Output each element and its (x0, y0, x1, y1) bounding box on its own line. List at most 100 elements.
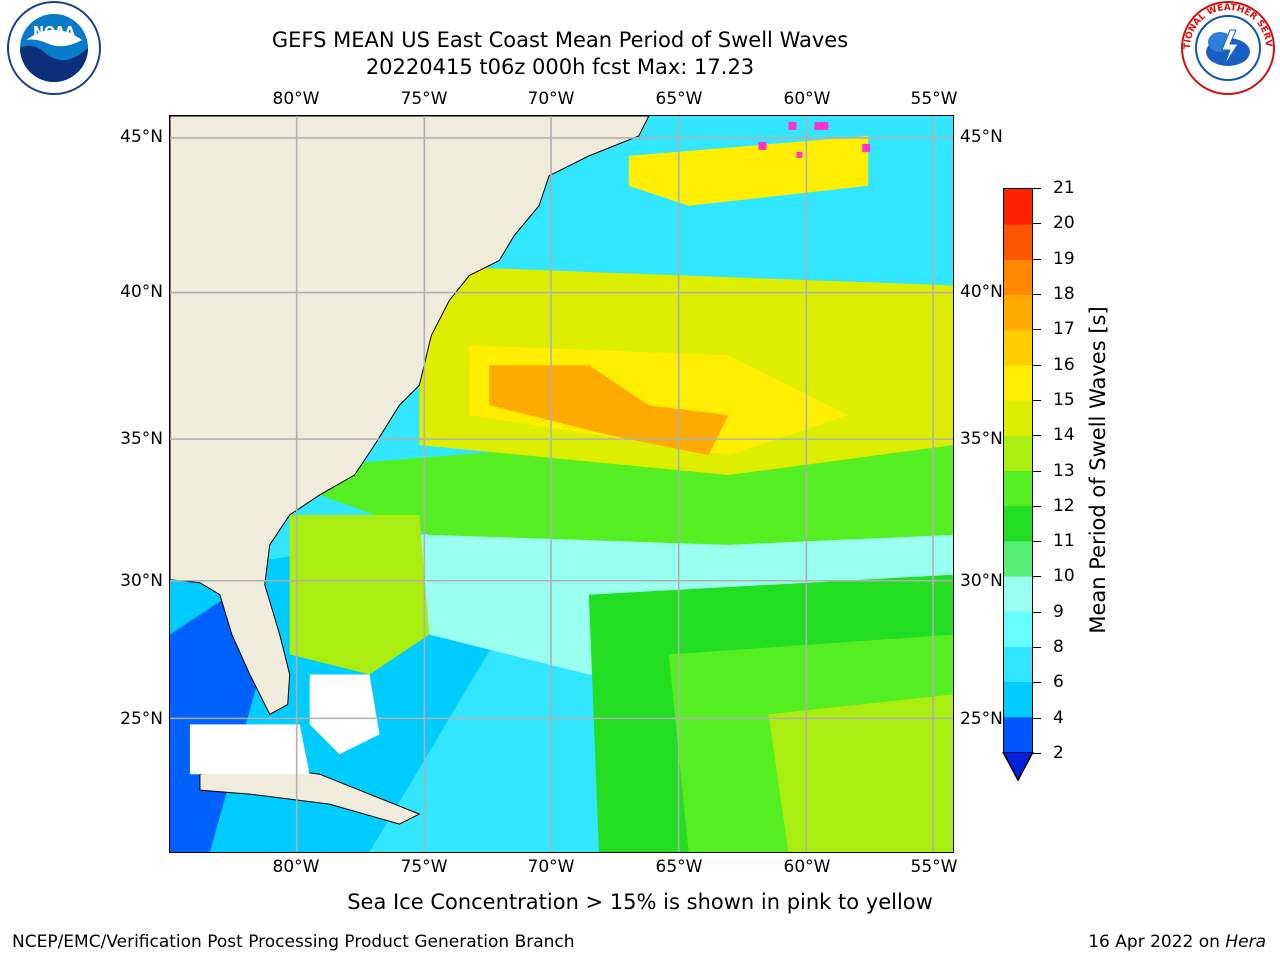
colorbar-segment (1004, 259, 1032, 296)
lon-label-bottom: 55°W (910, 857, 958, 877)
colorbar-tick-mark (1033, 258, 1041, 260)
svg-text:NOAA: NOAA (33, 25, 75, 40)
colorbar-segment (1004, 224, 1032, 260)
lat-label-left: 35°N (120, 429, 163, 449)
graticule (170, 116, 953, 852)
lon-label-top: 80°W (272, 89, 320, 109)
colorbar-segment (1004, 646, 1032, 683)
colorbar-tick-label: 12 (1053, 495, 1075, 516)
footer-date: 16 Apr 2022 on Hera (1088, 932, 1266, 952)
lat-label-left: 30°N (120, 571, 163, 591)
colorbar-tick-mark (1033, 611, 1041, 613)
colorbar-tick-label: 11 (1053, 531, 1075, 552)
colorbar-segment (1004, 505, 1032, 542)
lat-label-left: 40°N (120, 282, 163, 302)
colorbar-tick-mark (1033, 364, 1041, 366)
colorbar-underflow-arrow (1002, 752, 1034, 782)
land-north-america (170, 116, 650, 716)
lon-label-bottom: 65°W (655, 857, 703, 877)
colorbar-tick-label: 8 (1053, 637, 1064, 658)
colorbar (1003, 188, 1033, 753)
colorbar-tick-mark (1033, 647, 1041, 649)
colorbar-tick-mark (1033, 435, 1041, 437)
lon-label-top: 65°W (655, 89, 703, 109)
colorbar-tick-mark (1033, 188, 1041, 189)
lon-label-top: 60°W (783, 89, 831, 109)
colorbar-segment (1004, 400, 1032, 436)
colorbar-tick-label: 2 (1053, 743, 1064, 763)
footer-date-text: 16 Apr 2022 on (1088, 932, 1226, 952)
lon-label-top: 70°W (527, 89, 575, 109)
colorbar-tick-label: 19 (1053, 248, 1075, 269)
colorbar-tick-label: 18 (1053, 283, 1075, 304)
colorbar-segment (1004, 540, 1032, 577)
colorbar-tick-label: 14 (1053, 425, 1075, 446)
colorbar-tick-mark (1033, 717, 1041, 719)
colorbar-tick-mark (1033, 293, 1041, 295)
nws-logo: NATIONAL WEATHER SERVICE (1178, 0, 1275, 95)
colorbar-tick-label: 10 (1053, 566, 1075, 587)
lon-label-top: 75°W (400, 89, 448, 109)
lat-label-left: 45°N (120, 127, 163, 147)
map-title: GEFS MEAN US East Coast Mean Period of S… (271, 28, 849, 52)
colorbar-tick-label: 13 (1053, 460, 1075, 481)
colorbar-segment (1004, 294, 1032, 331)
colorbar-segment (1004, 364, 1032, 401)
lat-label-right: 35°N (960, 429, 1003, 449)
lon-label-bottom: 60°W (783, 857, 831, 877)
colorbar-segment (1004, 435, 1032, 471)
sea-ice-cell (796, 151, 803, 158)
sea-ice-note: Sea Ice Concentration > 15% is shown in … (347, 890, 933, 914)
lon-label-bottom: 75°W (400, 857, 448, 877)
sea-ice-cell (758, 141, 767, 150)
colorbar-segment (1004, 189, 1032, 225)
nodata-gulf (189, 724, 310, 775)
colorbar-tick-label: 20 (1053, 213, 1075, 234)
colorbar-tick-label: 6 (1053, 672, 1064, 693)
colorbar-tick-label: 16 (1053, 354, 1075, 375)
colorbar-label: Mean Period of Swell Waves [s] (1086, 306, 1110, 634)
field-region-brightyellow (628, 135, 869, 206)
sea-ice-cell (788, 121, 797, 130)
colorbar-segment (1004, 716, 1032, 752)
lat-label-right: 30°N (960, 571, 1003, 591)
colorbar-tick-mark (1033, 682, 1041, 684)
lat-label-left: 25°N (120, 709, 163, 729)
lat-label-right: 40°N (960, 282, 1003, 302)
noaa-logo: NOAA (7, 1, 101, 95)
map-subtitle: 20220415 t06z 000h fcst Max: 17.23 (365, 55, 755, 79)
swell-period-map (169, 115, 954, 853)
sea-ice-cell (814, 121, 829, 130)
field-region-cyan (549, 155, 953, 286)
field-region-orange (489, 365, 729, 456)
colorbar-tick-label: 9 (1053, 601, 1064, 622)
lon-label-bottom: 80°W (272, 857, 320, 877)
colorbar-tick-label: 17 (1053, 319, 1075, 340)
colorbar-tick-mark (1033, 399, 1041, 401)
colorbar-tick-mark (1033, 470, 1041, 472)
lat-label-right: 25°N (960, 709, 1003, 729)
footer-host: Hera (1225, 932, 1266, 952)
colorbar-tick-mark (1033, 329, 1041, 331)
colorbar-tick-mark (1033, 505, 1041, 507)
colorbar-tick-mark (1033, 753, 1041, 754)
field-region-yellowgreen (289, 514, 430, 675)
footer-credit: NCEP/EMC/Verification Post Processing Pr… (12, 932, 575, 952)
colorbar-tick-mark (1033, 576, 1041, 578)
field-region-blue (170, 594, 260, 852)
colorbar-segment (1004, 576, 1032, 612)
field-region-yellowgreen (768, 694, 953, 852)
nodata-bahamas (309, 674, 380, 755)
colorbar-tick-label: 15 (1053, 389, 1075, 410)
colorbar-segment (1004, 329, 1032, 366)
colorbar-segment (1004, 681, 1032, 718)
colorbar-tick-label: 21 (1053, 178, 1075, 198)
lon-label-top: 55°W (910, 89, 958, 109)
lon-label-bottom: 70°W (527, 857, 575, 877)
colorbar-tick-label: 4 (1053, 707, 1064, 728)
colorbar-tick-mark (1033, 541, 1041, 543)
colorbar-tick-mark (1033, 223, 1041, 225)
sea-ice-cell (862, 143, 871, 152)
colorbar-segment (1004, 470, 1032, 507)
lat-label-right: 45°N (960, 127, 1003, 147)
